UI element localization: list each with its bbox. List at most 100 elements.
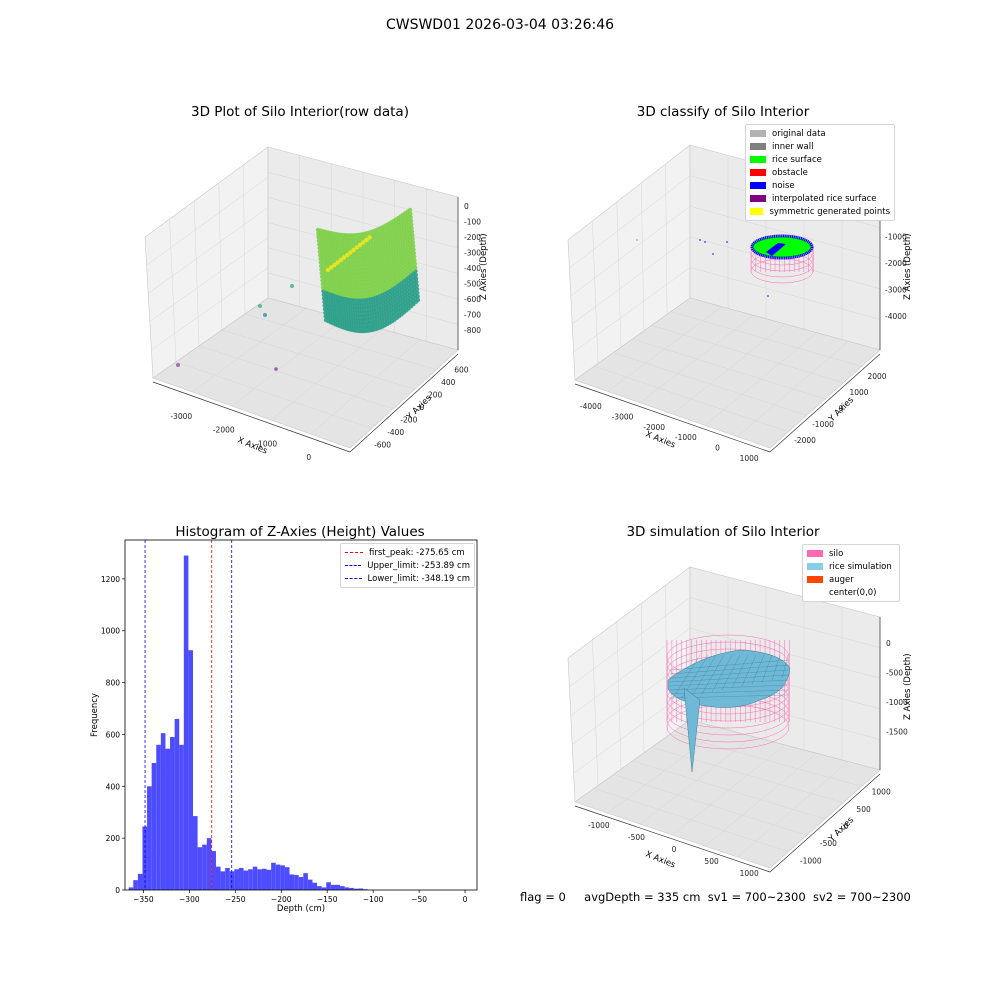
- legend-entry: first_peak: -275.65 cm: [345, 546, 470, 559]
- histogram-y-tick-label: 600: [106, 730, 121, 739]
- panel3-title: Histogram of Z-Axies (Height) Values: [175, 524, 425, 540]
- histogram-bar: [312, 882, 318, 890]
- histogram-ylabel: Frequency: [90, 693, 100, 737]
- panel2-y-tick-label: 1000: [849, 388, 868, 397]
- histogram-bar: [183, 555, 189, 890]
- surface-point: [332, 262, 337, 268]
- panel1-zlabel: Z Axies (Depth): [479, 233, 489, 300]
- surface-point: [341, 255, 347, 260]
- panel2-z-tick-label: -1000: [885, 233, 907, 242]
- histogram-bar: [238, 867, 244, 890]
- outlier-point: [274, 367, 278, 371]
- surface-point: [345, 252, 350, 258]
- surface-point: [361, 240, 366, 245]
- histogram-bar: [289, 874, 295, 890]
- legend-entry: symmetric generated points: [750, 205, 890, 218]
- panel2-ylabel: Y Axies: [826, 395, 856, 425]
- panel1-z-tick-label: 0: [464, 202, 469, 211]
- histogram-y-tick-label: 800: [106, 679, 121, 688]
- histogram-bar: [151, 762, 157, 890]
- panel2-x-tick-label: -2000: [643, 423, 665, 432]
- panel4-x-tick-label: -1000: [588, 821, 610, 830]
- panel1-x-tick-label: -3000: [170, 412, 192, 421]
- legend-label: rice simulation: [829, 561, 892, 572]
- legend-label: noise: [772, 180, 795, 191]
- legend-line-swatch: [345, 578, 362, 579]
- panel1-x-tick-label: -1000: [255, 439, 277, 448]
- histogram-bar: [170, 737, 175, 890]
- panel2-z-tick-label: -2000: [885, 259, 907, 268]
- legend-label: auger: [829, 574, 854, 585]
- panel4-zlabel: Z Axies (Depth): [903, 653, 913, 720]
- histogram-bar: [257, 869, 262, 890]
- panel2-y-tick-label: -1000: [812, 420, 834, 429]
- sv1-text: sv1 = 700~2300: [707, 890, 806, 904]
- panel2-x-tick-label: -1000: [675, 433, 697, 442]
- legend-entry: inner wall: [750, 140, 890, 153]
- surface-point: [407, 207, 413, 213]
- panel1-y-tick-label: -200: [400, 416, 417, 425]
- status-footer: flag = 0 avgDepth = 335 cm sv1 = 700~230…: [520, 890, 911, 904]
- panel4-y-tick-label: 1000: [872, 788, 891, 797]
- legend-label: rice surface: [772, 154, 822, 165]
- legend-label: Upper_limit: -253.89 cm: [367, 560, 470, 571]
- panel2-x-tick-label: 0: [715, 444, 720, 453]
- panel2-x-tick-label: -3000: [612, 413, 634, 422]
- histogram-x-tick-label: −250: [225, 895, 246, 904]
- histogram-y-tick-label: 200: [106, 834, 121, 843]
- histogram-bar: [211, 851, 216, 890]
- legend-entry: silo: [807, 547, 895, 560]
- panel4-y-tick-label: -500: [820, 839, 837, 848]
- panel2-legend: original data inner wall rice surface obsta…: [745, 124, 895, 221]
- panel2-y-tick-label: -2000: [794, 436, 816, 445]
- histogram-bar: [206, 838, 212, 890]
- panel1-x-tick-label: 0: [306, 453, 311, 462]
- histogram-bar: [349, 887, 354, 890]
- histogram-bar: [280, 865, 285, 890]
- legend-entry: Upper_limit: -253.89 cm: [345, 559, 470, 572]
- histogram-y-tick-label: 1200: [101, 575, 120, 584]
- legend-entry: original data: [750, 127, 890, 140]
- panel1-y-tick-label: 400: [441, 378, 456, 387]
- legend-entry: rice simulation: [807, 560, 895, 573]
- panel2-x-tick-label: -4000: [580, 402, 602, 411]
- legend-label: Lower_limit: -348.19 cm: [367, 573, 470, 584]
- outlier-point: [263, 313, 267, 317]
- histogram-bar: [215, 866, 221, 890]
- panel4-x-tick-label: 1000: [740, 869, 759, 878]
- histogram-bar: [252, 866, 258, 890]
- histogram-x-tick-label: 0: [463, 895, 468, 904]
- panel1-z-tick-label: -500: [464, 280, 481, 289]
- legend-entry: auger: [807, 573, 895, 586]
- histogram-bar: [340, 886, 345, 890]
- flag-text: flag = 0: [520, 890, 566, 904]
- panel4-y-tick-label: 0: [844, 822, 849, 831]
- sv2-text: sv2 = 700~2300: [812, 890, 911, 904]
- histogram-bar: [307, 879, 313, 890]
- histogram-bar: [261, 868, 267, 890]
- histogram-legend: first_peak: -275.65 cm Upper_limit: -253.…: [340, 543, 475, 588]
- histogram-bar: [344, 887, 350, 890]
- surface-point: [364, 237, 369, 243]
- figure-title: CWSWD01 2026-03-04 03:26:46: [385, 17, 615, 33]
- legend-swatch: [807, 550, 823, 557]
- histogram-bar: [128, 887, 134, 890]
- panel2-plot: -4000 -3000 -2000 -1000 0 1000 2000 1000 0 -1000 -…: [567, 144, 913, 463]
- histogram-bar: [330, 884, 336, 890]
- panel1-y-tick-label: 0: [420, 403, 425, 412]
- panel1-z-tick-label: -300: [464, 249, 481, 258]
- panel2-z-tick-label: -3000: [885, 286, 907, 295]
- avg-depth-text: avgDepth = 335 cm: [584, 890, 701, 904]
- panel1-z-tick-label: -200: [464, 233, 481, 242]
- histogram-bar: [225, 867, 230, 890]
- outlier-point: [258, 304, 262, 308]
- legend-swatch: [750, 143, 766, 150]
- panel1-y-tick-label: -600: [374, 441, 391, 450]
- panel4-ylabel: Y Axies: [826, 815, 856, 845]
- panel4-z-tick-label: 0: [886, 639, 891, 648]
- histogram-xlabel: Depth (cm): [277, 904, 325, 914]
- histogram-bar: [358, 888, 364, 890]
- legend-entry: interpolated rice surface: [750, 192, 890, 205]
- histogram-bar: [275, 864, 281, 890]
- surface-point: [348, 250, 353, 255]
